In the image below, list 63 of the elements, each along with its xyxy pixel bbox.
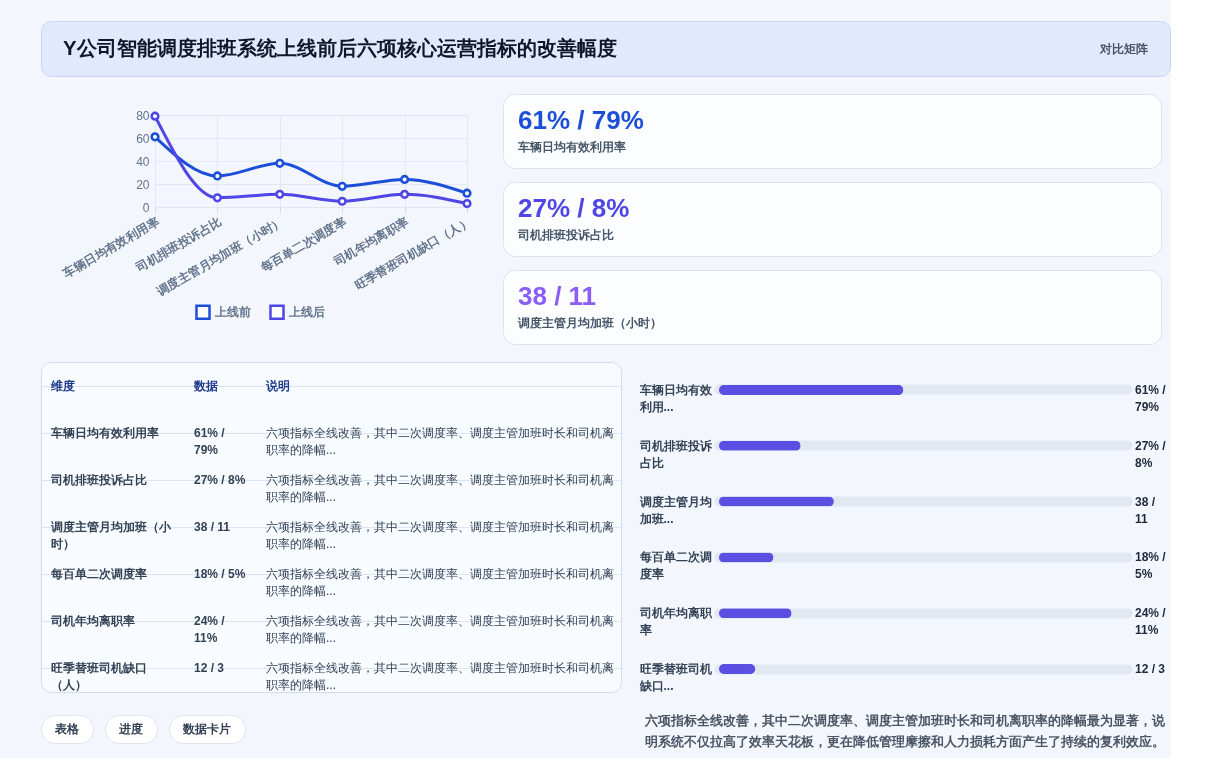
y-tick-label: 旺季替班司机缺口...: [638, 662, 712, 694]
legend-label: 上线前: [214, 305, 251, 320]
text: 12 / 3: [194, 661, 225, 676]
point: [399, 174, 410, 185]
text: 六项指标全线改善，其中二次调度率、调度主管加班时长和司机离职率的降幅最为显著，说明系统不仅拉高了效率天花板，更在降低管理摩擦和人力损耗方面产生了持续的复利效应。: [644, 713, 1166, 749]
text: 18% / 5%: [194, 567, 246, 582]
category-label: 说明: [265, 378, 290, 393]
text: 六项指标全线改善，其中二次调度率、调度主管加班时长和司机离职率的降幅...: [266, 661, 614, 693]
y-tick-label: 40: [136, 154, 150, 169]
y-tick-label: 调度主管月均加班...: [638, 494, 712, 526]
text: 24% / 11%: [194, 614, 225, 646]
category-label: 数据: [193, 378, 218, 393]
category-label: 调度主管月均加班（小时）: [51, 520, 171, 551]
text: 维度: [50, 378, 75, 393]
point: [212, 193, 223, 203]
point: [150, 111, 160, 121]
bar: [719, 664, 756, 675]
category-label: 司机年均离职率: [51, 614, 135, 629]
legend-label: 上线后: [288, 305, 325, 320]
point: [337, 181, 347, 191]
text: 27% / 8%: [194, 472, 246, 487]
category-label: 车辆日均有效利用率: [51, 425, 159, 440]
point: [462, 198, 472, 209]
y-tick-label: 司机排班投诉占比: [638, 438, 713, 470]
text: 38 / 11: [194, 520, 231, 534]
text: 数据卡片: [182, 722, 231, 736]
text: 38 / 11: [518, 281, 597, 311]
data-label: 12 / 3: [1135, 662, 1166, 677]
category-label: 旺季替班司机缺口（人）: [51, 661, 147, 693]
text: 六项指标全线改善，其中二次调度率、调度主管加班时长和司机离职率的降幅...: [266, 472, 614, 504]
text: 六项指标全线改善，其中二次调度率、调度主管加班时长和司机离职率的降幅...: [266, 520, 614, 551]
text: 表格: [54, 722, 80, 736]
y-tick-label: 60: [136, 131, 150, 146]
y-tick-label: 80: [136, 108, 150, 123]
y-tick-label: 车辆日均有效利用...: [638, 382, 713, 414]
point: [150, 132, 160, 142]
text: 27% / 8%: [518, 193, 630, 223]
point: [337, 196, 347, 206]
point: [275, 158, 285, 168]
y-tick-label: 司机年均离职率: [638, 606, 713, 638]
point: [399, 189, 410, 199]
text: 车辆日均有效利用率: [517, 140, 626, 154]
data-label: 38 / 11: [1135, 494, 1156, 526]
text: 61% / 79%: [194, 425, 225, 457]
y-tick-label: 0: [142, 200, 150, 215]
point: [462, 188, 472, 198]
text: 对比矩阵: [1099, 41, 1148, 56]
text: 六项指标全线改善，其中二次调度率、调度主管加班时长和司机离职率的降幅...: [266, 425, 614, 457]
text: 司机排班投诉占比: [517, 228, 614, 242]
y-tick-label: 20: [136, 177, 150, 192]
text: Y公司智能调度排班系统上线前后六项核心运营指标的改善幅度: [63, 36, 617, 59]
y-tick-label: 每百单二次调度率: [638, 550, 712, 582]
text: 六项指标全线改善，其中二次调度率、调度主管加班时长和司机离职率的降幅...: [266, 567, 614, 599]
data-label: 18% / 5%: [1135, 550, 1167, 582]
data-label: 27% / 8%: [1135, 438, 1167, 470]
text: 六项指标全线改善，其中二次调度率、调度主管加班时长和司机离职率的降幅...: [266, 614, 614, 646]
text: 61% / 79%: [518, 105, 644, 135]
text: 调度主管月均加班（小时）: [517, 316, 662, 330]
data-label: 61% / 79%: [1135, 382, 1167, 414]
point: [212, 171, 223, 181]
data-label: 24% / 11%: [1135, 606, 1167, 638]
text: 进度: [118, 722, 143, 736]
point: [275, 189, 285, 199]
